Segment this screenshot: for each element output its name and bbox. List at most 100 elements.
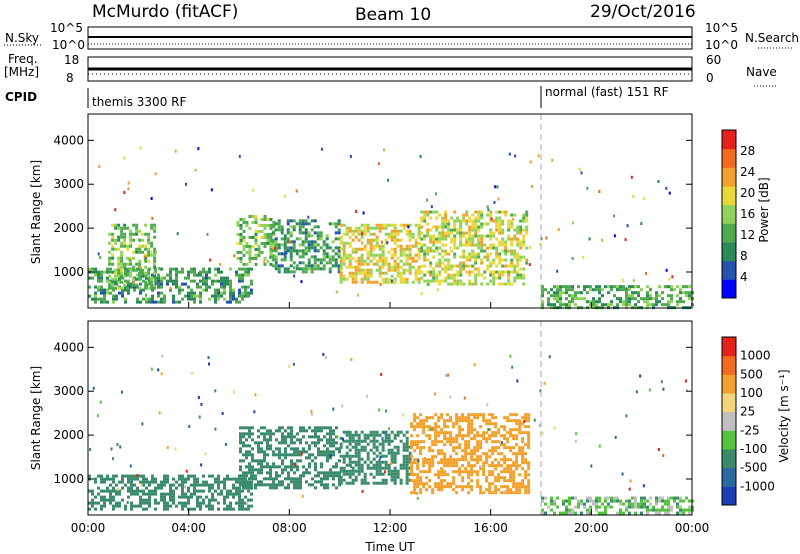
echo-cell <box>284 447 287 451</box>
echo-cell <box>88 285 91 289</box>
echo-cell <box>328 261 332 265</box>
echo-cell <box>634 297 637 301</box>
echo-cell <box>245 453 248 457</box>
echo-cell <box>88 501 91 505</box>
echo-cell <box>470 479 474 483</box>
echo-cell <box>335 290 338 294</box>
echo-cell <box>345 445 349 449</box>
echo-cell <box>163 474 166 478</box>
echo-cell <box>337 228 341 232</box>
echo-cell <box>332 444 335 448</box>
echo-cell <box>369 271 373 275</box>
echo-cell <box>425 488 429 492</box>
echo-cell <box>553 297 556 301</box>
colorbar-tick-label: 28 <box>740 144 755 158</box>
echo-cell <box>348 274 352 278</box>
colorbar-tick-label: 12 <box>740 228 755 242</box>
echo-cell <box>503 443 507 447</box>
echo-cell <box>381 250 385 254</box>
echo-cell <box>390 478 394 482</box>
echo-cell <box>390 265 394 269</box>
echo-cell <box>458 425 462 429</box>
echo-cell <box>405 430 409 434</box>
echo-cell <box>416 440 420 444</box>
echo-cell <box>646 508 649 512</box>
echo-cell <box>516 240 520 244</box>
echo-cell <box>292 225 296 229</box>
echo-cell <box>339 256 343 260</box>
echo-cell <box>226 300 229 304</box>
echo-cell <box>360 277 364 281</box>
echo-cell <box>337 249 341 253</box>
echo-cell <box>254 235 258 239</box>
echo-cell <box>447 222 451 226</box>
echo-cell <box>263 226 267 230</box>
echo-cell <box>281 459 284 463</box>
echo-cell <box>274 264 278 268</box>
echo-cell <box>541 431 544 435</box>
echo-cell <box>562 285 565 289</box>
echo-cell <box>544 511 547 515</box>
echo-cell <box>129 464 132 468</box>
colorbar-segment <box>722 167 736 187</box>
echo-cell <box>193 492 196 496</box>
echo-cell <box>580 171 583 175</box>
echo-cell <box>157 294 160 298</box>
echo-cell <box>468 273 472 277</box>
echo-cell <box>269 435 272 439</box>
echo-cell <box>479 485 483 489</box>
echo-cell <box>504 282 508 286</box>
echo-cell <box>172 483 175 487</box>
echo-cell <box>559 285 562 289</box>
echo-cell <box>254 229 258 233</box>
echo-cell <box>154 282 157 286</box>
echo-cell <box>281 453 284 457</box>
echo-cell <box>516 273 520 277</box>
echo-cell <box>470 431 474 435</box>
echo-cell <box>316 267 320 271</box>
echo-cell <box>293 486 296 490</box>
echo-cell <box>503 437 507 441</box>
echo-cell <box>314 429 317 433</box>
echo-cell <box>263 214 267 218</box>
echo-cell <box>513 267 517 271</box>
echo-cell <box>413 488 417 492</box>
echo-cell <box>476 443 480 447</box>
echo-cell <box>462 249 466 253</box>
echo-cell <box>648 388 651 392</box>
echo-cell <box>443 434 447 438</box>
echo-cell <box>489 228 493 232</box>
echo-cell <box>239 256 243 260</box>
echo-cell <box>480 234 484 238</box>
echo-cell <box>150 277 154 281</box>
echo-cell <box>592 502 595 506</box>
echo-cell <box>464 485 468 489</box>
echo-cell <box>266 232 270 236</box>
echo-cell <box>405 439 409 443</box>
echo-cell <box>628 502 631 506</box>
echo-cell <box>133 492 136 496</box>
echo-cell <box>459 231 463 235</box>
echo-cell <box>577 502 580 506</box>
echo-cell <box>257 468 260 472</box>
echo-cell <box>148 495 151 499</box>
echo-cell <box>468 234 472 238</box>
echo-cell <box>308 465 311 469</box>
echo-cell <box>390 439 394 443</box>
echo-cell <box>254 483 257 487</box>
echo-cell <box>473 434 477 438</box>
echo-cell <box>438 270 442 274</box>
echo-cell <box>437 449 441 453</box>
echo-cell <box>482 413 486 417</box>
echo-cell <box>468 240 472 244</box>
echo-cell <box>595 496 598 500</box>
echo-cell <box>323 450 326 454</box>
echo-cell <box>556 496 559 500</box>
echo-cell <box>354 259 358 263</box>
echo-cell <box>565 285 568 289</box>
echo-cell <box>408 256 412 260</box>
echo-cell <box>99 255 102 259</box>
echo-cell <box>187 297 190 301</box>
echo-cell <box>500 443 504 447</box>
